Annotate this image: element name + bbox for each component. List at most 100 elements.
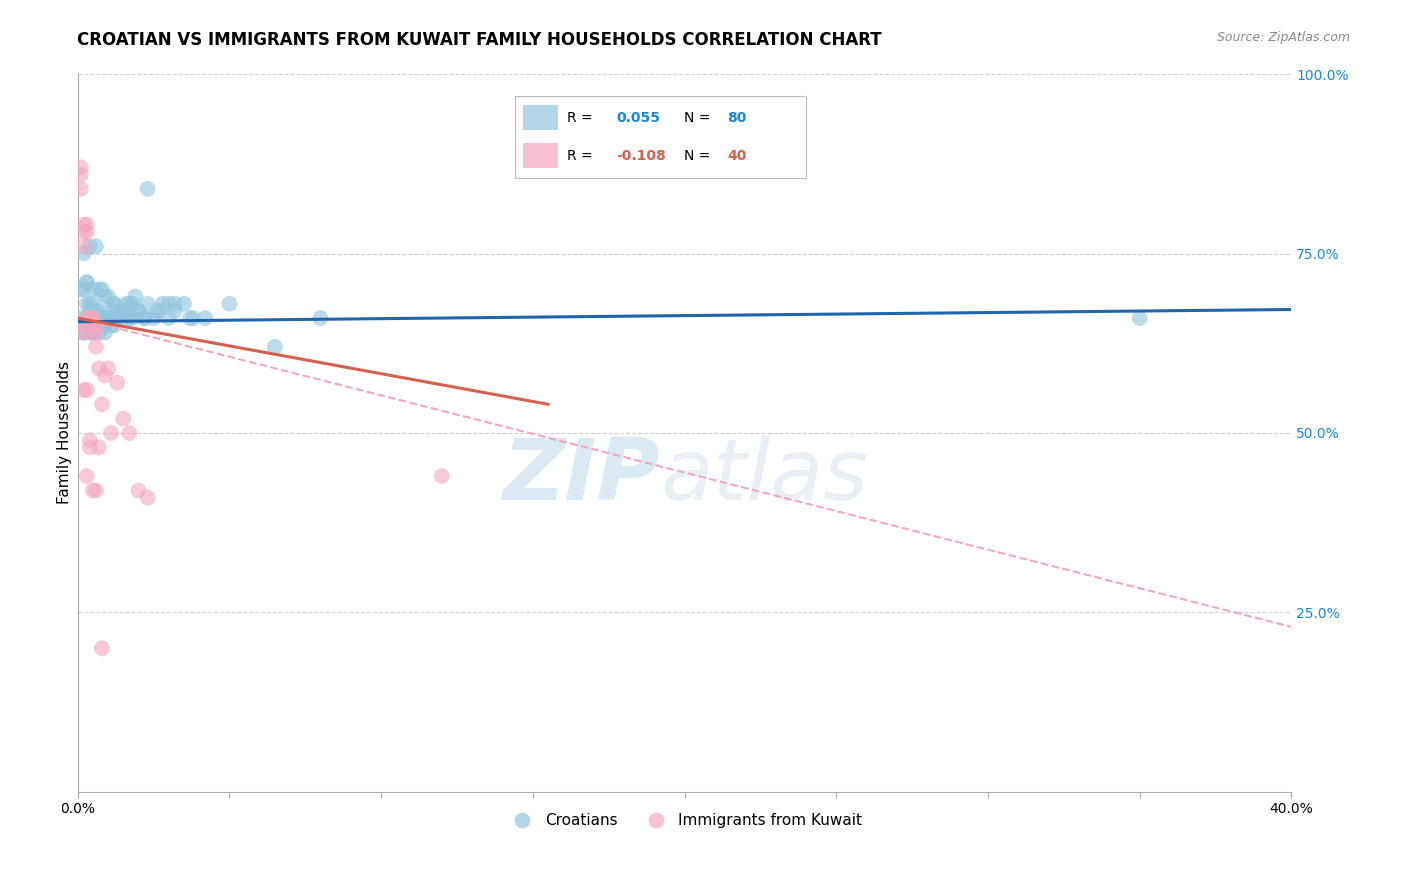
Point (100, 318, 122, 333)
Point (105, 311, 128, 326)
Point (73, 218, 96, 232)
Point (84, 304, 107, 318)
Point (79, 239, 101, 253)
Point (112, 304, 135, 318)
Point (108, 304, 131, 318)
Point (430, 469, 453, 483)
Point (73, 225, 96, 239)
Point (179, 311, 201, 326)
Point (79, 441, 101, 455)
Point (94, 289, 117, 303)
Point (91, 282, 114, 296)
Point (91, 641, 114, 656)
Point (84, 318, 107, 333)
Point (76, 469, 98, 483)
Point (73, 246, 96, 260)
Point (76, 297, 98, 311)
Point (69, 326, 91, 340)
Point (79, 326, 101, 340)
Point (76, 275, 98, 289)
Point (105, 311, 128, 326)
Point (79, 304, 101, 318)
Point (73, 318, 96, 333)
Point (87, 441, 110, 455)
Point (69, 311, 91, 326)
Point (94, 318, 117, 333)
Point (127, 483, 149, 498)
Point (97, 311, 120, 326)
Point (121, 311, 143, 326)
Point (136, 297, 159, 311)
Point (91, 397, 114, 411)
Point (142, 311, 165, 326)
Point (94, 326, 117, 340)
Point (264, 340, 287, 354)
Point (73, 326, 96, 340)
Point (103, 297, 125, 311)
Point (163, 297, 186, 311)
Point (136, 491, 159, 505)
Point (157, 311, 180, 326)
Point (87, 361, 110, 376)
Point (87, 311, 110, 326)
Point (79, 311, 101, 326)
Point (173, 297, 195, 311)
Point (84, 239, 107, 253)
Point (73, 282, 96, 296)
Text: atlas: atlas (661, 434, 869, 517)
Point (84, 483, 107, 498)
Point (69, 161, 91, 175)
Y-axis label: Family Households: Family Households (58, 361, 72, 505)
Point (84, 311, 107, 326)
Point (115, 311, 138, 326)
Point (134, 311, 156, 326)
Point (218, 297, 240, 311)
Point (82, 297, 104, 311)
Point (69, 168, 91, 182)
Point (134, 311, 156, 326)
Point (79, 433, 101, 447)
Point (87, 282, 110, 296)
Point (69, 182, 91, 196)
Point (82, 311, 104, 326)
Point (194, 311, 217, 326)
Point (76, 218, 98, 232)
Point (97, 311, 120, 326)
Point (82, 282, 104, 296)
Point (127, 304, 149, 318)
Point (79, 318, 101, 333)
Legend: Croatians, Immigrants from Kuwait: Croatians, Immigrants from Kuwait (501, 807, 869, 835)
Point (118, 311, 141, 326)
Point (149, 304, 172, 318)
Point (91, 311, 114, 326)
Point (91, 311, 114, 326)
Point (84, 340, 107, 354)
Point (79, 311, 101, 326)
Point (103, 318, 125, 333)
Point (145, 304, 167, 318)
Point (73, 239, 96, 253)
Point (82, 318, 104, 333)
Point (163, 304, 186, 318)
Point (97, 304, 120, 318)
Point (76, 311, 98, 326)
Point (309, 311, 332, 326)
Point (79, 297, 101, 311)
Text: CROATIAN VS IMMIGRANTS FROM KUWAIT FAMILY HOUSEHOLDS CORRELATION CHART: CROATIAN VS IMMIGRANTS FROM KUWAIT FAMIL… (77, 31, 882, 49)
Point (73, 383, 96, 397)
Point (152, 297, 174, 311)
Point (181, 311, 204, 326)
Point (76, 311, 98, 326)
Point (94, 368, 117, 383)
Point (73, 326, 96, 340)
Point (82, 483, 104, 498)
Point (76, 383, 98, 397)
Point (79, 326, 101, 340)
Point (82, 326, 104, 340)
Point (100, 425, 122, 440)
Point (76, 275, 98, 289)
Point (127, 304, 149, 318)
Point (115, 297, 138, 311)
Point (82, 318, 104, 333)
Point (84, 311, 107, 326)
